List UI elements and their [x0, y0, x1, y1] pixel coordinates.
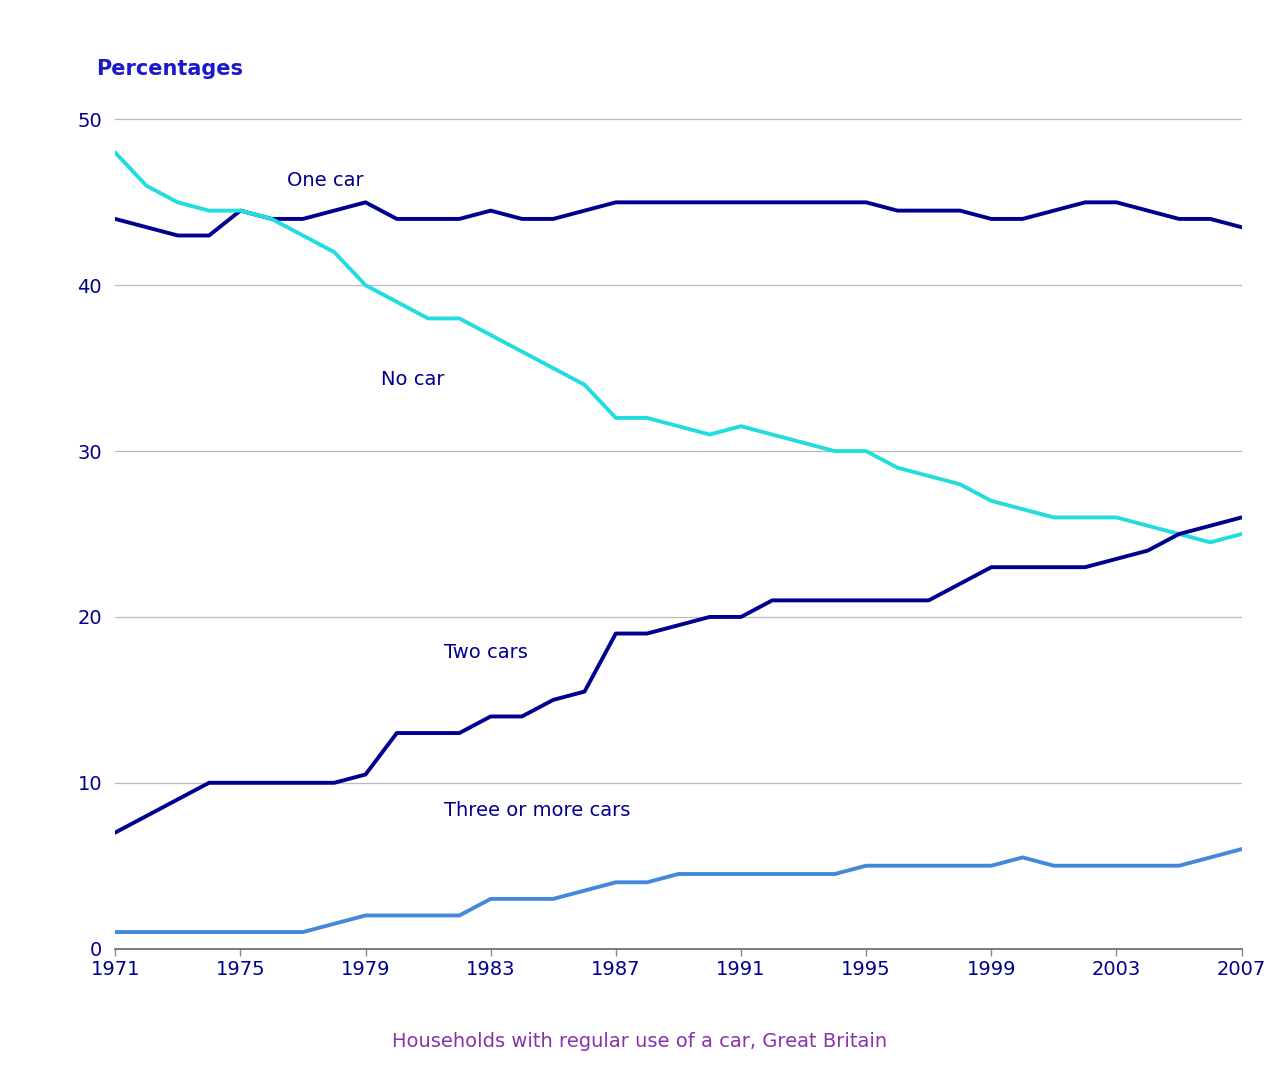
Text: Households with regular use of a car, Great Britain: Households with regular use of a car, Gr… — [393, 1032, 887, 1051]
Text: Three or more cars: Three or more cars — [444, 801, 630, 820]
Text: One car: One car — [287, 170, 364, 190]
Text: Percentages: Percentages — [96, 59, 243, 80]
Text: Two cars: Two cars — [444, 644, 527, 662]
Text: No car: No car — [381, 370, 444, 389]
